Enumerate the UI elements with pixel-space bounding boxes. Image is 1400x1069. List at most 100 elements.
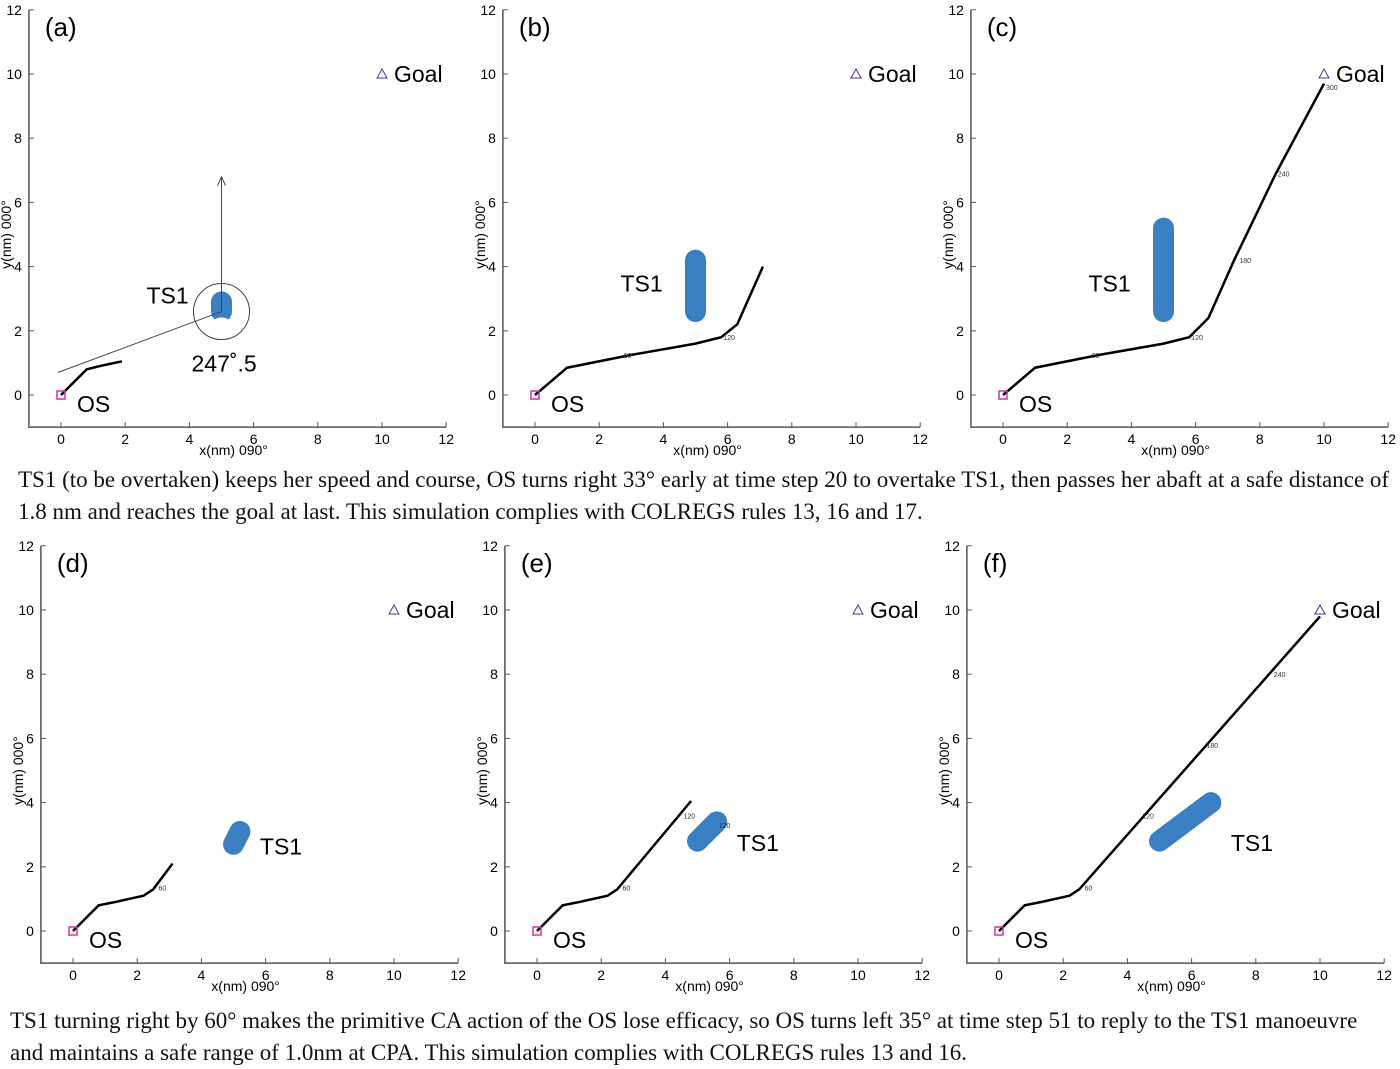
y-tick-label: 12 bbox=[948, 2, 964, 18]
goal-label: Goal bbox=[1336, 61, 1385, 87]
x-axis-label: x(nm) 090° bbox=[211, 978, 280, 994]
caption-bottom: TS1 turning right by 60° makes the primi… bbox=[10, 1008, 1358, 1065]
x-axis-label: x(nm) 090° bbox=[199, 442, 268, 458]
os-start-marker bbox=[68, 926, 78, 936]
ts1-label: TS1 bbox=[147, 283, 189, 309]
os-label: OS bbox=[553, 927, 586, 953]
panel-label: (b) bbox=[519, 12, 551, 42]
y-tick-label: 10 bbox=[948, 66, 964, 82]
goal-label: Goal bbox=[1332, 597, 1381, 623]
goal-marker bbox=[388, 603, 400, 615]
ts1-label: TS1 bbox=[737, 830, 779, 856]
y-tick-label: 4 bbox=[952, 795, 960, 811]
os-label: OS bbox=[1015, 927, 1048, 953]
x-axis-label: x(nm) 090° bbox=[1141, 442, 1210, 458]
time-step-label: 60 bbox=[158, 886, 166, 893]
x-tick-label: 4 bbox=[662, 967, 670, 983]
x-tick-label: 12 bbox=[450, 967, 466, 983]
axes bbox=[504, 545, 923, 964]
y-tick-label: 2 bbox=[26, 859, 34, 875]
os-trajectory bbox=[72, 862, 174, 932]
bearing-line bbox=[57, 311, 222, 373]
ts1-track bbox=[687, 811, 728, 852]
x-tick-label: 12 bbox=[1376, 967, 1392, 983]
y-tick-label: 8 bbox=[952, 666, 960, 682]
goal-marker bbox=[376, 67, 388, 79]
axes bbox=[966, 545, 1385, 964]
y-tick-label: 8 bbox=[14, 130, 22, 146]
x-tick-label: 0 bbox=[999, 431, 1007, 447]
goal-label: Goal bbox=[406, 597, 455, 623]
time-step-label: 300 bbox=[1326, 85, 1338, 92]
y-tick-label: 6 bbox=[488, 194, 496, 210]
x-tick-label: 2 bbox=[595, 431, 603, 447]
x-tick-label: 4 bbox=[198, 967, 206, 983]
x-tick-label: 0 bbox=[995, 967, 1003, 983]
x-tick-label: 10 bbox=[850, 967, 866, 983]
x-tick-label: 10 bbox=[1316, 431, 1332, 447]
os-trajectory bbox=[1002, 83, 1326, 396]
x-tick-label: 12 bbox=[912, 431, 928, 447]
y-tick-label: 6 bbox=[490, 730, 498, 746]
os-trajectory bbox=[60, 360, 123, 396]
axes bbox=[970, 9, 1389, 428]
os-trajectory bbox=[998, 615, 1321, 932]
y-axis-label: y(nm) 000° bbox=[936, 736, 952, 805]
x-tick-label: 4 bbox=[1128, 431, 1136, 447]
panel-label: (a) bbox=[45, 12, 77, 42]
x-tick-label: 4 bbox=[186, 431, 194, 447]
ts1-label: TS1 bbox=[621, 271, 663, 297]
goal-label: Goal bbox=[868, 61, 917, 87]
x-tick-label: 6 bbox=[262, 967, 270, 983]
time-step-label: 120 bbox=[1142, 813, 1154, 820]
panel-label: (c) bbox=[987, 12, 1017, 42]
y-tick-label: 4 bbox=[956, 259, 964, 275]
y-tick-label: 0 bbox=[956, 387, 964, 403]
x-tick-label: 10 bbox=[848, 431, 864, 447]
x-tick-label: 2 bbox=[597, 967, 605, 983]
x-tick-label: 10 bbox=[386, 967, 402, 983]
ts1-track bbox=[1149, 792, 1222, 852]
panel-label: (e) bbox=[521, 548, 553, 578]
x-tick-label: 2 bbox=[1059, 967, 1067, 983]
ts1-track bbox=[223, 820, 251, 855]
x-tick-label: 10 bbox=[374, 431, 390, 447]
x-tick-label: 0 bbox=[533, 967, 541, 983]
y-tick-label: 12 bbox=[6, 2, 22, 18]
x-tick-label: 2 bbox=[121, 431, 129, 447]
panel-label: (f) bbox=[983, 548, 1008, 578]
time-step-label: 240 bbox=[1278, 172, 1290, 179]
time-step-label: 120 bbox=[683, 813, 695, 820]
x-axis-label: x(nm) 090° bbox=[675, 978, 744, 994]
y-tick-label: 6 bbox=[952, 730, 960, 746]
x-tick-label: 8 bbox=[314, 431, 322, 447]
y-axis-label: y(nm) 000° bbox=[10, 736, 26, 805]
time-step-label: 120 bbox=[723, 335, 735, 342]
x-tick-label: 12 bbox=[1380, 431, 1396, 447]
os-label: OS bbox=[551, 391, 584, 417]
y-tick-label: 2 bbox=[490, 859, 498, 875]
x-tick-label: 8 bbox=[790, 967, 798, 983]
os-start-marker bbox=[532, 926, 542, 936]
y-tick-label: 12 bbox=[18, 538, 34, 554]
caption-top: TS1 (to be overtaken) keeps her speed an… bbox=[18, 467, 1390, 524]
x-tick-label: 4 bbox=[660, 431, 668, 447]
x-tick-label: 6 bbox=[726, 967, 734, 983]
arrow-head bbox=[217, 175, 226, 186]
y-tick-label: 0 bbox=[490, 923, 498, 939]
goal-label: Goal bbox=[870, 597, 919, 623]
y-tick-label: 2 bbox=[956, 323, 964, 339]
x-tick-label: 6 bbox=[1192, 431, 1200, 447]
x-tick-label: 8 bbox=[1256, 431, 1264, 447]
x-tick-label: 10 bbox=[1312, 967, 1328, 983]
y-tick-label: 10 bbox=[482, 602, 498, 618]
x-tick-label: 12 bbox=[914, 967, 930, 983]
y-tick-label: 0 bbox=[14, 387, 22, 403]
axes bbox=[40, 545, 459, 964]
y-tick-label: 8 bbox=[490, 666, 498, 682]
x-axis-label: x(nm) 090° bbox=[1137, 978, 1206, 994]
